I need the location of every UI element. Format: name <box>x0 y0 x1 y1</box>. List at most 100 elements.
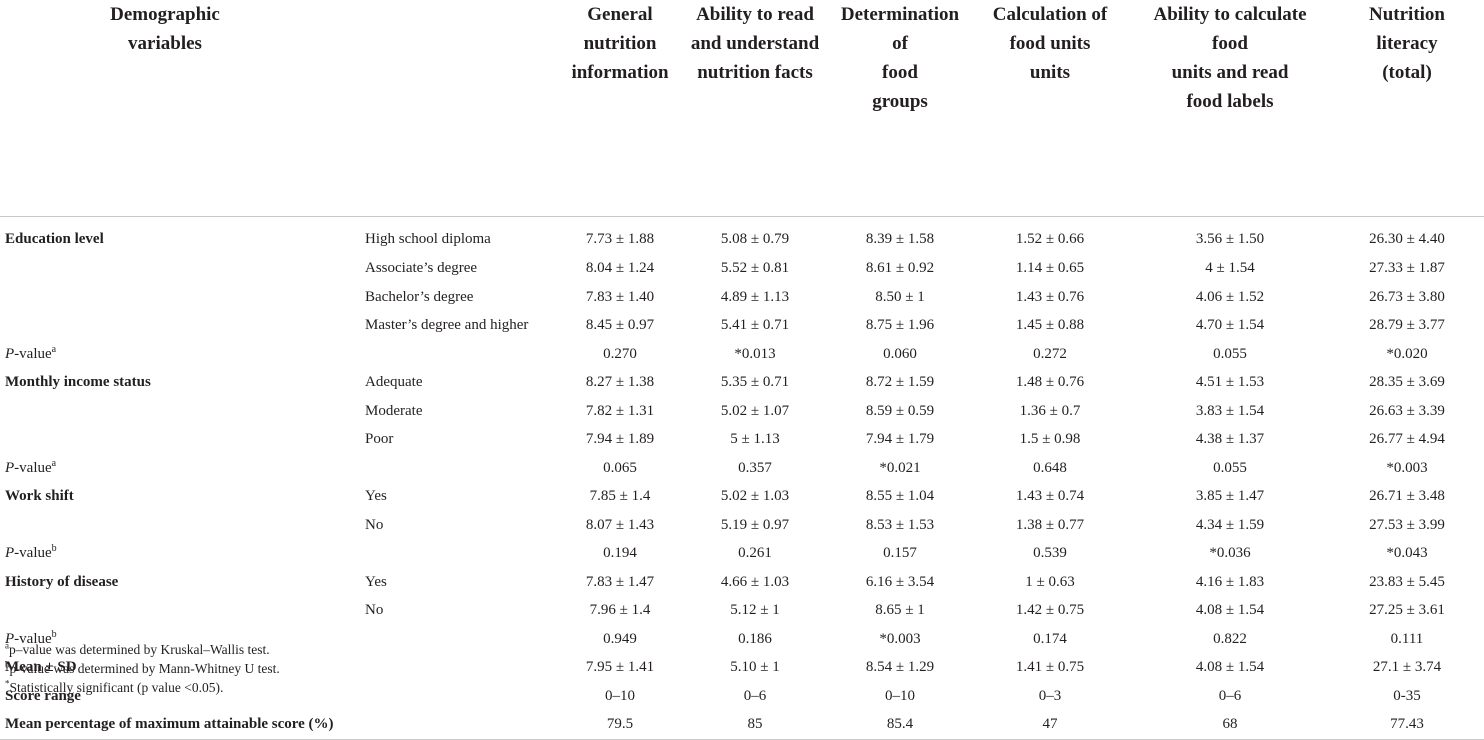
table-cell: 1.52 ± 0.66 <box>1015 231 1085 247</box>
table-cell: 5.52 ± 0.81 <box>720 260 790 277</box>
footnote: bp-value was determined by Mann-Whitney … <box>5 659 280 678</box>
table-cell: 7.82 ± 1.31 <box>585 402 655 419</box>
table-cell: 7.94 ± 1.89 <box>585 431 655 448</box>
p-value-label: P-value <box>5 345 52 362</box>
row-subcategory: High school diploma <box>365 231 491 247</box>
row-subcategory: No <box>365 516 384 533</box>
table-cell: 0–3 <box>1038 687 1062 704</box>
row-subcategory <box>360 711 560 740</box>
footnote-marker: a <box>51 457 57 469</box>
table-row: P-valuea 0.065 0.357 *0.021 0.648 0.055 *0.003 <box>0 454 1484 483</box>
table-row: Work shift Yes 7.85 ± 1.4 5.02 ± 1.03 8.55 ±… <box>0 483 1484 512</box>
row-subcategory: Moderate <box>365 402 423 419</box>
table-cell: 8.45 ± 0.97 <box>585 317 655 334</box>
table-cell: 8.55 ± 1.04 <box>865 488 935 505</box>
table-cell: 5.02 ± 1.07 <box>720 402 790 419</box>
table-cell: 8.54 ± 1.29 <box>865 659 935 676</box>
table-cell: 5.10 ± 1 <box>730 659 780 676</box>
row-label: Education level <box>0 216 360 255</box>
header-divider <box>0 118 1484 217</box>
table-cell: 7.94 ± 1.79 <box>865 431 935 448</box>
footnote: *Statistically significant (p value <0.0… <box>5 678 280 697</box>
row-label: Mean ± SD <box>0 654 360 683</box>
row-subcategory <box>360 454 560 483</box>
header-calculation-food-units: Calculation of food units units <box>992 4 1108 83</box>
table-cell: 26.30 ± 4.40 <box>1369 231 1445 247</box>
table-row: Monthly income status Adequate 8.27 ± 1.38… <box>0 369 1484 398</box>
row-subcategory <box>360 540 560 569</box>
row-label <box>0 283 360 312</box>
table-cell: 1.14 ± 0.65 <box>1015 260 1085 277</box>
table-cell: 8.27 ± 1.38 <box>585 374 655 391</box>
footnote-marker: b <box>51 628 57 640</box>
row-label: P-valueb <box>0 625 360 654</box>
row-subcategory: Associate’s degree <box>365 260 478 277</box>
table-cell: 0.822 <box>1213 630 1247 647</box>
row-subcategory: Adequate <box>365 374 423 391</box>
table-cell: 28.79 ± 3.77 <box>1369 317 1445 334</box>
table-cell: 5.08 ± 0.79 <box>720 231 790 247</box>
table-cell: 0.539 <box>1033 545 1067 562</box>
row-label: P-valuea <box>0 340 360 369</box>
table-cell: 4.51 ± 1.53 <box>1195 374 1265 391</box>
table-cell: 7.85 ± 1.4 <box>589 488 651 505</box>
row-subcategory <box>360 340 560 369</box>
table-cell: 0.065 <box>603 459 637 476</box>
table-cell: 0–10 <box>885 687 915 704</box>
table-cell: 5.02 ± 1.03 <box>720 488 790 505</box>
table-cell: 8.53 ± 1.53 <box>865 516 935 533</box>
table-cell: 26.73 ± 3.80 <box>1369 288 1445 305</box>
table-cell: 8.07 ± 1.43 <box>585 516 655 533</box>
table-cell: 26.71 ± 3.48 <box>1369 488 1445 505</box>
table-cell: 1.36 ± 0.7 <box>1019 402 1081 419</box>
table-body: Education level High school diploma 7.73 ±… <box>0 216 1484 740</box>
row-label <box>0 312 360 341</box>
table-cell: 4.38 ± 1.37 <box>1195 431 1265 448</box>
row-label-text: Mean ± SD <box>5 659 77 676</box>
header-determination-food-groups: Determination of food groups <box>840 4 960 112</box>
table-cell: 4.06 ± 1.52 <box>1195 288 1265 305</box>
table-cell: 27.1 ± 3.74 <box>1372 659 1442 676</box>
row-subcategory: Yes <box>365 488 387 505</box>
table-cell: 4.66 ± 1.03 <box>720 573 790 590</box>
header-nutrition-literacy-total: Nutrition literacy (total) <box>1369 4 1445 83</box>
header-general-nutrition-information: General nutrition information <box>571 4 669 83</box>
table-cell: 79.5 <box>606 716 634 733</box>
table-cell: 8.72 ± 1.59 <box>865 374 935 391</box>
row-label: Work shift <box>0 483 360 512</box>
table-cell: 0.174 <box>1033 630 1067 647</box>
table-cell: 8.61 ± 0.92 <box>865 260 935 277</box>
table-cell: 4.34 ± 1.59 <box>1195 516 1265 533</box>
table-cell: *0.020 <box>1386 345 1428 362</box>
table-cell: 26.77 ± 4.94 <box>1369 431 1445 448</box>
row-label-text: Monthly income status <box>5 374 151 391</box>
row-label <box>0 597 360 626</box>
table-row: Master’s degree and higher 8.45 ± 0.97 5.4… <box>0 312 1484 341</box>
table-cell: 4.08 ± 1.54 <box>1195 659 1265 676</box>
header-ability-read-nutrition-facts: Ability to read and understand nutrition… <box>690 4 820 83</box>
table-row: No 8.07 ± 1.43 5.19 ± 0.97 8.53 ± 1.53 1.38 … <box>0 511 1484 540</box>
table-cell: 8.04 ± 1.24 <box>585 260 655 277</box>
table-cell: 8.75 ± 1.96 <box>865 317 935 334</box>
table-cell: 23.83 ± 5.45 <box>1369 573 1445 590</box>
table-cell: 1 ± 0.63 <box>1025 573 1075 590</box>
footnote-text: Statistically significant (p value <0.05… <box>9 680 224 695</box>
table-cell: 1.43 ± 0.76 <box>1015 288 1085 305</box>
table-cell: 7.83 ± 1.40 <box>585 288 655 305</box>
table-cell: *0.043 <box>1386 545 1428 562</box>
table-row: Poor 7.94 ± 1.89 5 ± 1.13 7.94 ± 1.79 1.5 ± … <box>0 426 1484 455</box>
table-cell: 85.4 <box>886 716 914 733</box>
row-subcategory: Bachelor’s degree <box>365 288 474 305</box>
table-row: No 7.96 ± 1.4 5.12 ± 1 8.65 ± 1 1.42 ± 0.75 4… <box>0 597 1484 626</box>
row-subcategory: Master’s degree and higher <box>365 317 529 334</box>
table-cell: 0.261 <box>738 545 772 562</box>
table-cell: 5.19 ± 0.97 <box>720 516 790 533</box>
footnote-mark: * <box>5 678 10 689</box>
table-cell: 3.56 ± 1.50 <box>1195 231 1265 247</box>
footnote-mark: b <box>5 659 10 670</box>
row-label-text: Education level <box>5 231 104 247</box>
footnote-text: p-value was determined by Mann-Whitney U… <box>9 661 280 676</box>
table-row: Moderate 7.82 ± 1.31 5.02 ± 1.07 8.59 ± 0.5… <box>0 397 1484 426</box>
row-label-text: Mean percentage of maximum attainable sc… <box>5 716 334 733</box>
row-subcategory: Poor <box>365 431 394 448</box>
